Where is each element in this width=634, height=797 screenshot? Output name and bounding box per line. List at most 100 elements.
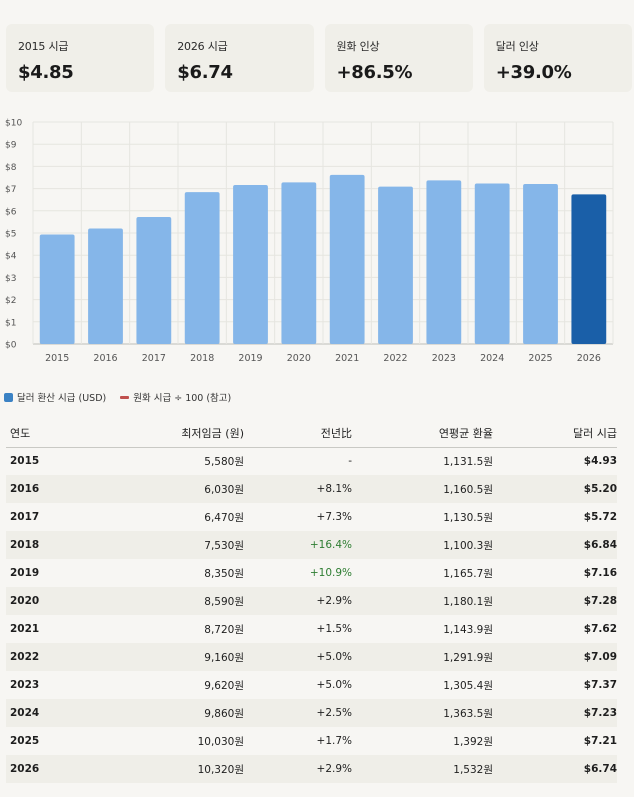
cell-yoy: +2.9% bbox=[244, 587, 352, 615]
x-axis: 2015 2016 2017 2018 2019 2020 2021 2022 2023 2024… bbox=[45, 353, 601, 364]
legend-item-krw[interactable]: 원화 시급 ÷ 100 (참고) bbox=[120, 390, 231, 404]
cell-fx: 1,291.9원 bbox=[352, 643, 493, 671]
y-tick-label: $4 bbox=[5, 252, 17, 262]
table-row: 2016 6,030원 +8.1% 1,160.5원 $5.20 bbox=[6, 475, 617, 503]
legend-swatch-usd bbox=[4, 392, 13, 402]
x-tick-label: 2025 bbox=[528, 353, 552, 364]
table-row: 2024 9,860원 +2.5% 1,363.5원 $7.23 bbox=[6, 699, 617, 727]
card-value: +39.0% bbox=[495, 62, 572, 83]
cell-year: 2021 bbox=[10, 623, 40, 635]
bar-2019[interactable] bbox=[233, 185, 268, 344]
bar-2015[interactable] bbox=[39, 234, 75, 344]
cell-wage: 10,030원 bbox=[197, 735, 244, 748]
card-label: 2026 시급 bbox=[177, 40, 228, 53]
table-row: 2025 10,030원 +1.7% 1,392원 $7.21 bbox=[6, 727, 617, 755]
table-row: 2026 10,320원 +2.9% 1,532원 $6.74 bbox=[6, 755, 617, 783]
cell-wage: 9,860원 bbox=[116, 699, 244, 727]
card-label: 달러 인상 bbox=[495, 40, 539, 53]
card-value: $6.74 bbox=[177, 62, 233, 83]
cell-yoy: +5.0% bbox=[244, 643, 352, 671]
cell-yoy: +2.5% bbox=[244, 699, 352, 727]
cell-usd: $5.72 bbox=[583, 511, 617, 523]
cell-usd: $7.21 bbox=[583, 735, 617, 747]
cell-wage: 8,590원 bbox=[116, 587, 244, 615]
table-body: 2015 5,580원 -1,131.5원 $4.93 2016 6,030원 +8.1% 1… bbox=[6, 447, 617, 783]
cell-usd: $7.62 bbox=[583, 623, 617, 635]
cell-fx: 1,130.5원 bbox=[443, 511, 493, 524]
bar-2025[interactable] bbox=[523, 183, 558, 344]
table-row: 2021 8,720원 +1.5% 1,143.9원 $7.62 bbox=[6, 615, 617, 643]
cell-year: 2023 bbox=[10, 679, 40, 691]
cell-wage: 9,160원 bbox=[116, 643, 244, 671]
cell-usd: $7.16 bbox=[583, 567, 617, 579]
cell-wage: 7,530원 bbox=[116, 531, 244, 559]
cell-yoy: +10.9% bbox=[309, 567, 352, 579]
x-tick-label: 2017 bbox=[142, 353, 166, 364]
x-tick-label: 2018 bbox=[190, 353, 214, 364]
table-row: 2019 8,350원 +10.9% 1,165.7원 $7.16 bbox=[6, 559, 617, 587]
col-header-usd[interactable]: 달러 시급 bbox=[493, 420, 617, 448]
cell-wage: 6,030원 bbox=[116, 475, 244, 503]
cell-usd: $5.20 bbox=[493, 475, 617, 503]
bar-2021[interactable] bbox=[329, 174, 365, 344]
summary-card-krw-increase: 원화 인상 +86.5% bbox=[324, 24, 473, 92]
summary-cards: 2015 시급 $4.85 2026 시급 $6.74 원화 인상 +86.5%… bbox=[6, 24, 632, 92]
cell-usd: $7.09 bbox=[493, 643, 617, 671]
bar-2024[interactable] bbox=[474, 183, 510, 344]
cell-yoy: +1.7% bbox=[316, 735, 352, 747]
card-label: 원화 인상 bbox=[336, 40, 380, 53]
cell-usd: $4.93 bbox=[583, 455, 617, 468]
cell-year: 2020 bbox=[6, 587, 116, 615]
cell-fx: 1,305.4원 bbox=[443, 679, 493, 692]
bar-2018[interactable] bbox=[184, 192, 220, 344]
x-tick-label: 2022 bbox=[383, 353, 407, 364]
bar-2022[interactable] bbox=[378, 186, 413, 344]
chart-grid bbox=[32, 121, 614, 345]
table-row: 2017 6,470원 +7.3% 1,130.5원 $5.72 bbox=[6, 503, 617, 531]
cell-yoy: +7.3% bbox=[316, 511, 352, 523]
cell-fx: 1,532원 bbox=[352, 755, 493, 783]
cell-yoy: +16.4% bbox=[244, 531, 352, 559]
chart-legend: 달러 환산 시급 (USD) 원화 시급 ÷ 100 (참고) bbox=[4, 390, 231, 404]
col-header-yoy[interactable]: 전년比 bbox=[244, 420, 352, 448]
chart-bars bbox=[39, 174, 607, 344]
cell-year: 2016 bbox=[6, 475, 116, 503]
cell-year: 2015 bbox=[10, 455, 40, 468]
cell-year: 2024 bbox=[6, 699, 116, 727]
col-header-wage[interactable]: 최저임금 (원) bbox=[116, 420, 244, 448]
wage-table: 연도 최저임금 (원) 전년比 연평균 환율 달러 시급 2015 5,580원 -… bbox=[6, 420, 617, 783]
bar-2026[interactable] bbox=[571, 194, 607, 344]
cell-yoy: +8.1% bbox=[244, 475, 352, 503]
y-tick-label: $2 bbox=[5, 296, 16, 306]
legend-item-usd[interactable]: 달러 환산 시급 (USD) bbox=[4, 390, 106, 404]
col-header-fx[interactable]: 연평균 환율 bbox=[352, 420, 493, 448]
x-tick-label: 2021 bbox=[335, 353, 359, 364]
cell-usd: $7.28 bbox=[493, 587, 617, 615]
cell-wage: 5,580원 bbox=[204, 455, 244, 468]
cell-year: 2026 bbox=[6, 755, 116, 783]
x-tick-label: 2024 bbox=[480, 353, 504, 364]
x-tick-label: 2015 bbox=[45, 353, 69, 364]
bar-2020[interactable] bbox=[281, 182, 317, 344]
cell-wage: 8,350원 bbox=[204, 567, 244, 580]
card-value: +86.5% bbox=[336, 62, 413, 83]
bar-2017[interactable] bbox=[136, 217, 172, 344]
cell-fx: 1,392원 bbox=[453, 735, 493, 748]
cell-yoy: +5.0% bbox=[316, 679, 352, 691]
y-tick-label: $1 bbox=[5, 318, 16, 328]
table-header-row: 연도 최저임금 (원) 전년比 연평균 환율 달러 시급 bbox=[6, 420, 617, 448]
cell-fx: 1,143.9원 bbox=[443, 623, 493, 636]
cell-usd: $7.37 bbox=[583, 679, 617, 691]
card-value: $4.85 bbox=[18, 62, 74, 83]
legend-label-krw: 원화 시급 ÷ 100 (참고) bbox=[133, 393, 232, 404]
bar-2016[interactable] bbox=[88, 228, 123, 344]
col-header-year[interactable]: 연도 bbox=[6, 420, 116, 448]
table-row: 2015 5,580원 - 1,131.5원 $4.93 bbox=[6, 447, 617, 475]
y-tick-label: $9 bbox=[5, 141, 17, 151]
x-tick-label: 2026 bbox=[577, 353, 601, 364]
bar-2023[interactable] bbox=[426, 180, 462, 344]
cell-fx: 1,165.7원 bbox=[443, 567, 493, 580]
x-tick-label: 2023 bbox=[432, 353, 456, 364]
x-tick-label: 2016 bbox=[93, 353, 117, 364]
cell-yoy: +1.5% bbox=[316, 623, 352, 635]
